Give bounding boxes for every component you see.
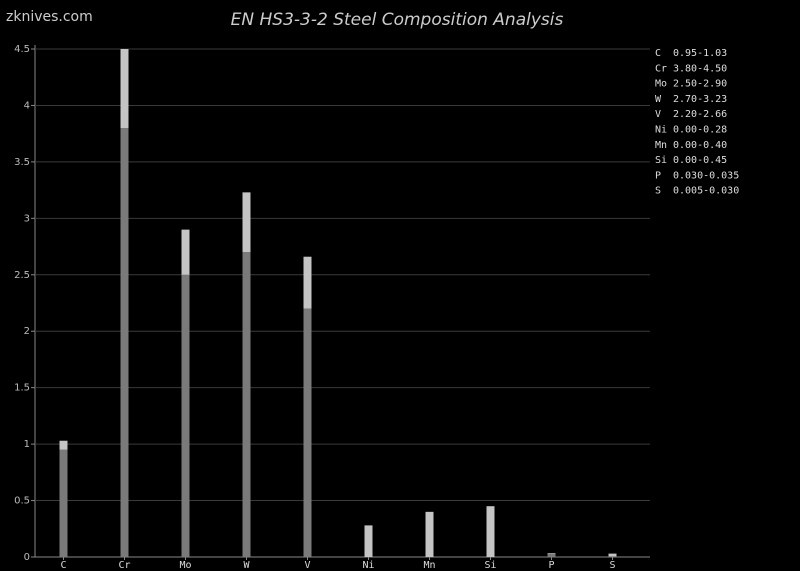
legend-element: Cr xyxy=(655,63,667,74)
legend-range: 3.80-4.50 xyxy=(673,63,727,74)
legend-element: Mo xyxy=(655,79,667,90)
legend-element: Ni xyxy=(655,125,667,136)
bar-range xyxy=(608,553,617,557)
legend-element: Si xyxy=(655,155,667,166)
y-tick-label: 1 xyxy=(24,439,30,450)
legend-range: 2.70-3.23 xyxy=(673,94,727,105)
bar-range xyxy=(303,256,312,309)
y-tick-label: 0.5 xyxy=(14,496,30,507)
legend-range: 0.005-0.030 xyxy=(673,186,739,197)
y-tick-label: 4 xyxy=(24,100,30,111)
watermark: zknives.com xyxy=(6,9,93,25)
x-tick-label: C xyxy=(60,560,66,571)
legend-element: Mn xyxy=(655,140,667,151)
legend-range: 0.030-0.035 xyxy=(673,170,739,181)
y-tick-label: 2 xyxy=(24,326,30,337)
x-tick-label: V xyxy=(304,560,310,571)
bar-range xyxy=(242,192,251,253)
bar-range xyxy=(120,49,129,129)
legend-range: 0.00-0.28 xyxy=(673,125,727,136)
bar-range xyxy=(59,440,68,450)
y-tick-label: 3.5 xyxy=(14,157,30,168)
bar-low xyxy=(547,553,556,557)
legend-element: W xyxy=(655,94,662,105)
legend-range: 0.00-0.45 xyxy=(673,155,727,166)
y-tick-label: 4.5 xyxy=(14,44,30,55)
bar-range xyxy=(486,506,495,557)
chart-title: EN HS3-3-2 Steel Composition Analysis xyxy=(231,10,564,30)
bar-range xyxy=(425,511,434,557)
bar-low xyxy=(59,449,68,557)
x-tick-label: Cr xyxy=(118,560,130,571)
bar-range xyxy=(181,229,190,275)
bar-low xyxy=(242,252,251,557)
legend-range: 2.50-2.90 xyxy=(673,79,727,90)
y-tick-label: 2.5 xyxy=(14,270,30,281)
legend-range: 2.20-2.66 xyxy=(673,109,727,120)
bar-low xyxy=(120,128,129,557)
x-tick-label: Ni xyxy=(362,560,374,571)
legend-element: V xyxy=(655,109,661,120)
legend-range: 0.00-0.40 xyxy=(673,140,727,151)
x-tick-label: Mn xyxy=(423,560,435,571)
bar-low xyxy=(608,556,617,557)
y-tick-label: 0 xyxy=(24,552,30,563)
bar-low xyxy=(303,308,312,557)
x-tick-label: Si xyxy=(484,560,496,571)
x-tick-label: S xyxy=(609,560,615,571)
bar-range xyxy=(547,553,556,554)
bar-range xyxy=(364,525,373,557)
x-tick-label: Mo xyxy=(179,560,191,571)
legend-element: C xyxy=(655,48,661,59)
y-tick-label: 3 xyxy=(24,213,30,224)
legend-element: S xyxy=(655,186,661,197)
x-tick-label: W xyxy=(243,560,250,571)
x-tick-label: P xyxy=(548,560,554,571)
legend-range: 0.95-1.03 xyxy=(673,48,727,59)
bar-low xyxy=(181,274,190,557)
y-tick-label: 1.5 xyxy=(14,383,30,394)
legend-element: P xyxy=(655,170,661,181)
